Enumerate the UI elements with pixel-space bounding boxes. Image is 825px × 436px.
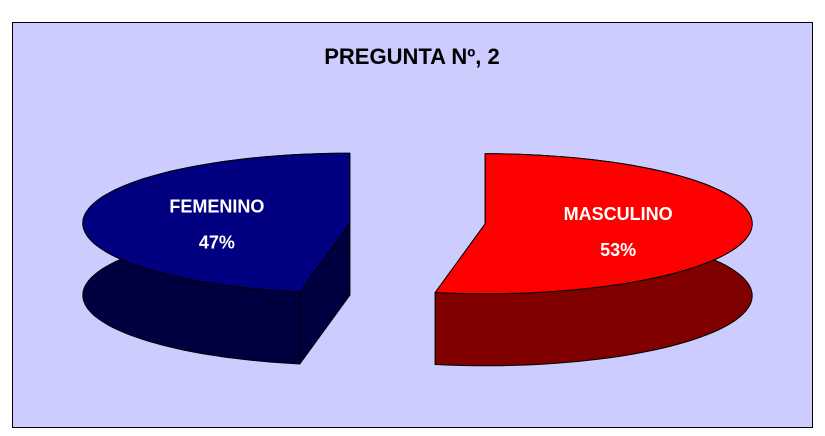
chart-title: PREGUNTA Nº, 2 <box>324 44 500 69</box>
slice-value-label: 53% <box>600 240 636 260</box>
slice-category-label: FEMENINO <box>169 197 264 217</box>
slice <box>82 152 351 293</box>
slice-category-label: MASCULINO <box>564 204 673 224</box>
slice-value-label: 47% <box>199 233 235 253</box>
slice <box>434 153 753 295</box>
